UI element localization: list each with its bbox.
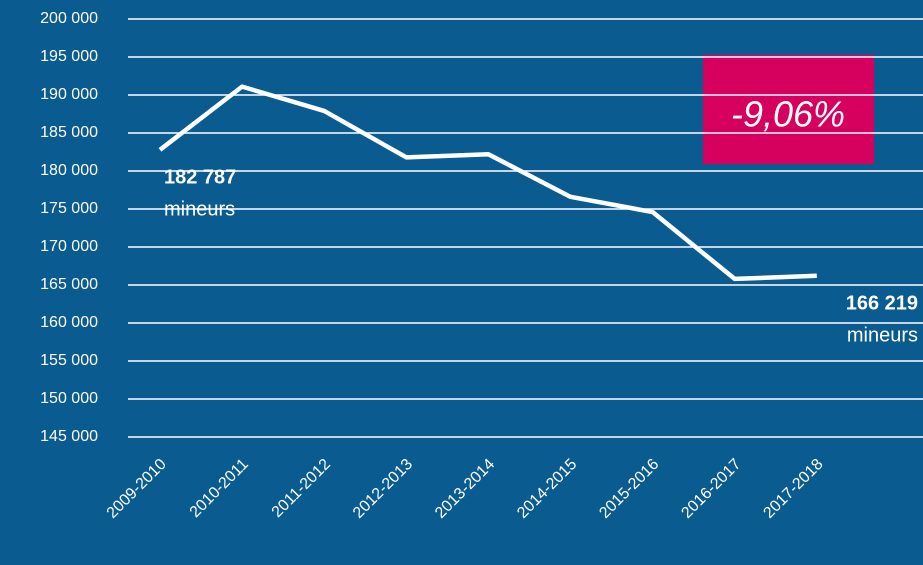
x-tick-label: 2014-2015 — [514, 456, 580, 522]
value-label: 182 787 — [164, 166, 236, 188]
y-tick-label: 145 000 — [40, 428, 98, 445]
y-tick-label: 180 000 — [40, 162, 98, 179]
x-tick-label: 2012-2013 — [350, 456, 416, 522]
y-tick-label: 170 000 — [40, 238, 98, 255]
x-tick-label: 2009-2010 — [104, 456, 170, 522]
x-tick-label: 2010-2011 — [187, 456, 252, 521]
y-tick-label: 160 000 — [40, 314, 98, 331]
line — [158, 84, 817, 282]
y-tick-label: 200 000 — [40, 10, 98, 27]
value-label: 166 219 — [846, 292, 918, 314]
y-tick-label: 150 000 — [40, 390, 98, 407]
x-tick-label: 2017-2018 — [760, 456, 826, 522]
y-tick-label: 175 000 — [40, 200, 98, 217]
y-tick-label: 155 000 — [40, 352, 98, 369]
annotation-box — [703, 55, 874, 164]
x-tick-label: 2011-2012 — [269, 456, 334, 521]
y-tick-label: 195 000 — [40, 48, 98, 65]
x-tick-label: 2015-2016 — [596, 456, 662, 522]
x-tick-label: 2016-2017 — [678, 456, 744, 522]
unit-label: mineurs — [847, 324, 918, 346]
unit-label: mineurs — [164, 198, 235, 220]
x-tick-label: 2013-2014 — [432, 456, 498, 522]
y-tick-label: 165 000 — [40, 276, 98, 293]
y-tick-label: 190 000 — [40, 86, 98, 103]
y-tick-label: 185 000 — [40, 124, 98, 141]
annotation: -9,06% — [731, 94, 845, 135]
